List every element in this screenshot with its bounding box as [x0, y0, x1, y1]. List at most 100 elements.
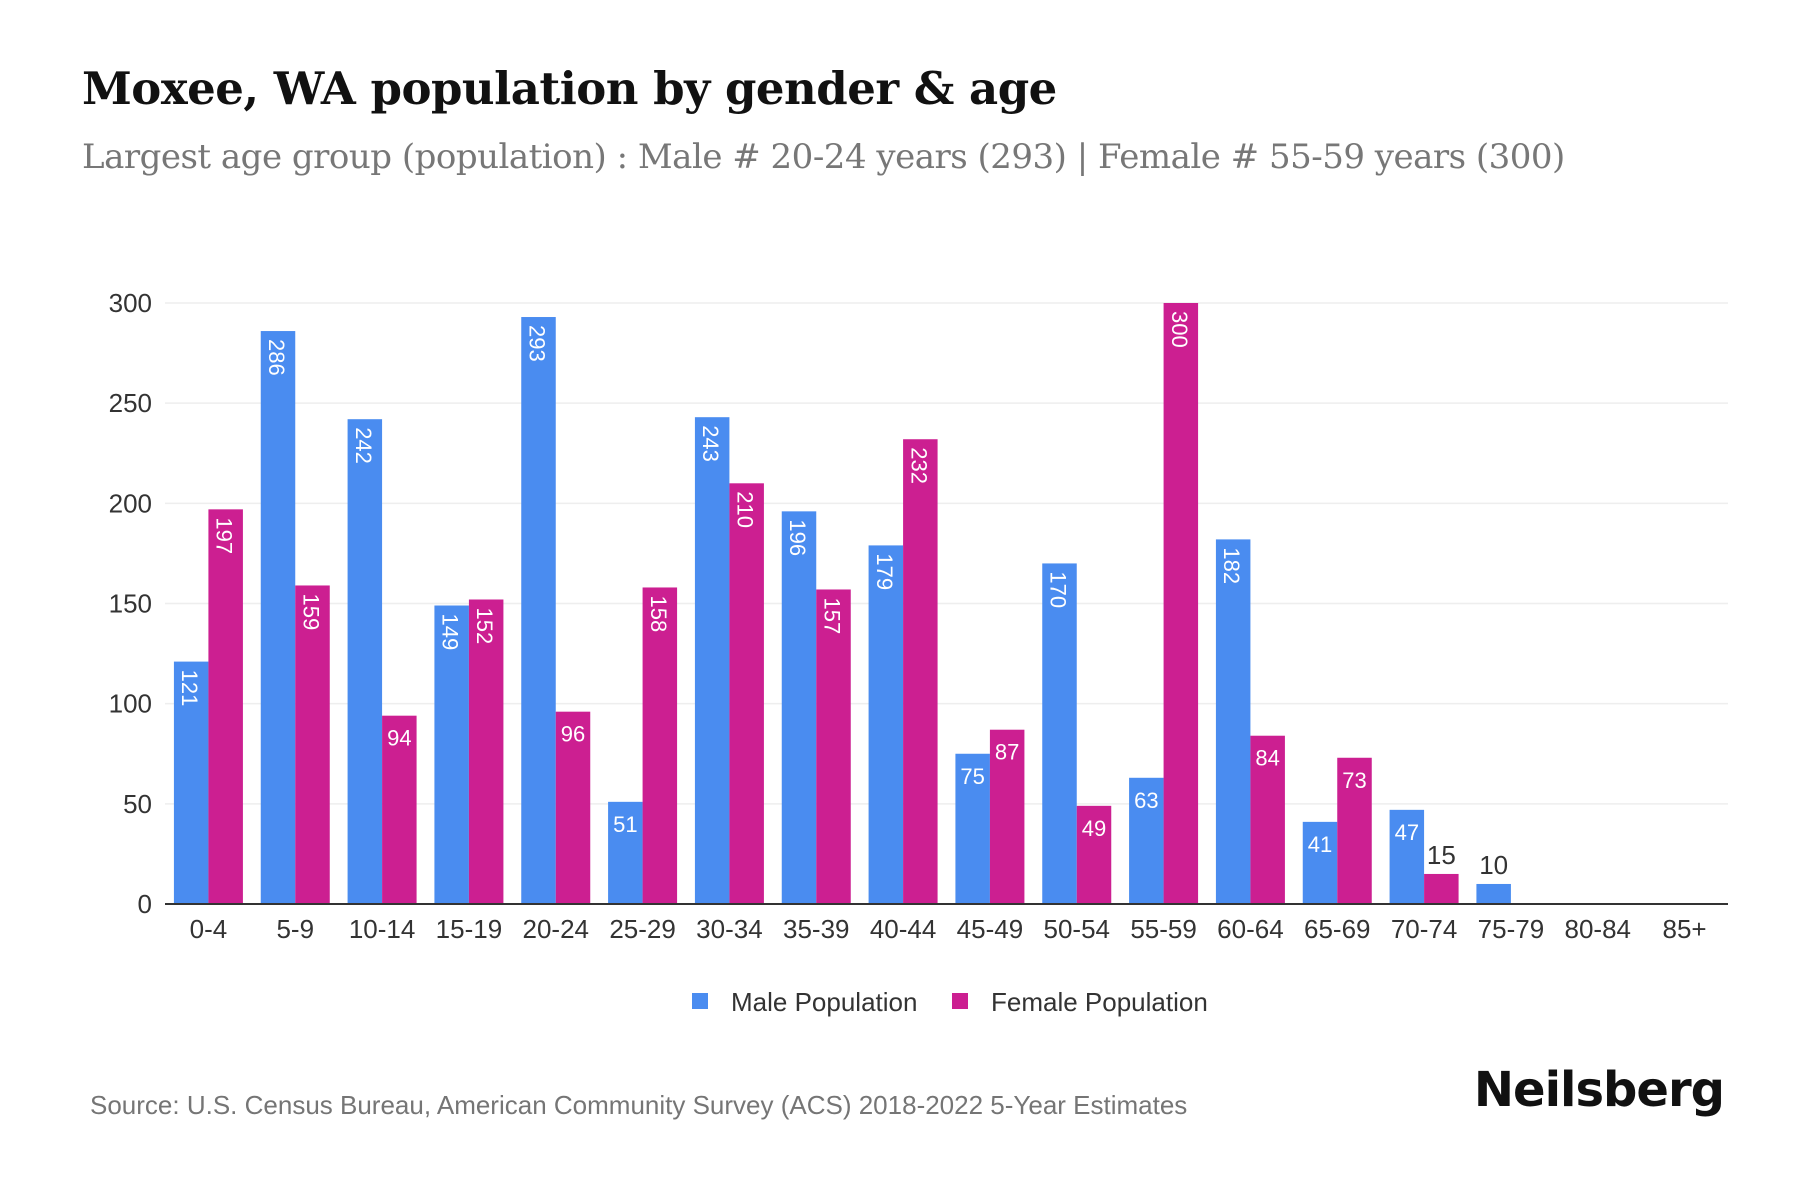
y-tick-label: 200	[109, 488, 152, 518]
data-label: 51	[613, 812, 637, 837]
x-tick-label: 55-59	[1130, 914, 1197, 944]
data-label: 182	[1219, 547, 1244, 584]
y-tick-label: 100	[109, 689, 152, 719]
bar-female	[816, 589, 851, 904]
x-tick-label: 15-19	[436, 914, 503, 944]
data-label: 94	[387, 726, 411, 751]
bar-female	[1163, 303, 1199, 904]
bar-male	[1389, 809, 1425, 904]
x-tick-label: 35-39	[783, 914, 850, 944]
x-tick-label: 25-29	[609, 914, 676, 944]
bar-female	[1076, 805, 1112, 904]
y-tick-label: 250	[109, 388, 152, 418]
bar-male	[1129, 777, 1164, 904]
data-label: 84	[1255, 746, 1279, 771]
bar-male	[1215, 539, 1251, 904]
x-tick-label: 50-54	[1044, 914, 1111, 944]
y-tick-label: 150	[109, 589, 152, 619]
bar-male	[1302, 821, 1338, 904]
bar-male	[694, 417, 730, 904]
data-label: 152	[472, 607, 497, 644]
bar-female	[468, 599, 504, 904]
data-label: 159	[299, 593, 324, 630]
data-label: 243	[698, 425, 723, 462]
bars	[173, 303, 1511, 905]
x-tick-label: 75-79	[1478, 914, 1545, 944]
bar-female	[989, 729, 1025, 904]
x-tick-label: 20-24	[523, 914, 590, 944]
bar-female	[295, 585, 330, 904]
data-label: 157	[820, 597, 845, 634]
data-label: 10	[1479, 850, 1508, 880]
data-label: 96	[561, 722, 585, 747]
bar-male	[608, 801, 643, 904]
y-tick-label: 50	[123, 789, 152, 819]
data-label: 158	[646, 595, 671, 632]
data-labels: 121 197 286 159 242 94 149 152 293 96 51 158 243 210 1…	[177, 311, 1508, 880]
bar-female	[1337, 757, 1372, 904]
bar-female	[555, 711, 591, 904]
data-label: 15	[1427, 840, 1456, 870]
x-tick-label: 5-9	[276, 914, 314, 944]
legend-label: Female Population	[991, 987, 1208, 1017]
data-label: 170	[1046, 571, 1071, 608]
data-label: 121	[177, 670, 202, 707]
x-tick-label: 70-74	[1391, 914, 1458, 944]
x-tick-label: 65-69	[1304, 914, 1371, 944]
x-tick-label: 10-14	[349, 914, 416, 944]
x-tick-label: 80-84	[1565, 914, 1632, 944]
data-label: 293	[525, 325, 550, 362]
grid-lines	[165, 302, 1728, 805]
data-label: 49	[1082, 816, 1106, 841]
data-label: 149	[438, 614, 463, 651]
data-label: 286	[264, 339, 289, 376]
bar-male	[173, 661, 209, 904]
data-label: 179	[872, 553, 897, 590]
data-label: 232	[906, 447, 931, 484]
bar-female	[903, 439, 938, 904]
x-tick-label: 45-49	[957, 914, 1024, 944]
data-label: 210	[733, 491, 758, 528]
chart-subtitle: Largest age group (population) : Male # …	[82, 137, 1565, 177]
bar-male	[955, 753, 990, 904]
bar-male	[1476, 883, 1511, 904]
bar-male	[781, 511, 817, 904]
y-axis-ticks: 0 50 100 150 200 250 300	[109, 288, 152, 919]
brand-logo: Neilsberg	[1473, 1062, 1725, 1118]
data-label: 197	[212, 517, 237, 554]
data-label: 196	[785, 519, 810, 556]
data-label: 300	[1167, 311, 1192, 348]
y-tick-label: 0	[138, 889, 152, 919]
data-label: 63	[1134, 788, 1158, 813]
data-label: 73	[1342, 768, 1366, 793]
x-tick-label: 60-64	[1217, 914, 1284, 944]
data-label: 87	[995, 740, 1019, 765]
legend-swatch	[692, 993, 708, 1009]
x-tick-label: 85+	[1663, 914, 1707, 944]
bar-female	[1250, 735, 1285, 904]
bar-male	[868, 545, 904, 904]
bar-male	[521, 317, 556, 905]
x-tick-label: 30-34	[696, 914, 763, 944]
bar-female	[1424, 873, 1459, 904]
bar-male	[347, 419, 383, 904]
legend-label: Male Population	[731, 987, 917, 1017]
data-label: 75	[960, 764, 984, 789]
legend-swatch	[952, 993, 968, 1009]
data-label: 47	[1395, 820, 1419, 845]
bar-female	[642, 587, 678, 904]
bar-female	[208, 509, 243, 904]
data-label: 41	[1308, 832, 1332, 857]
bar-female	[729, 483, 764, 904]
x-tick-label: 40-44	[870, 914, 937, 944]
x-axis-ticks: 0-4 5-9 10-14 15-19 20-24 25-29 30-34 35-39 40-4…	[190, 914, 1707, 944]
bar-female	[382, 715, 417, 904]
x-tick-label: 0-4	[190, 914, 228, 944]
source-note: Source: U.S. Census Bureau, American Com…	[90, 1090, 1188, 1120]
data-label: 242	[351, 427, 376, 464]
bar-male	[260, 331, 296, 905]
legend: Male Population Female Population	[692, 987, 1208, 1017]
bar-male	[1042, 563, 1077, 904]
chart-title: Moxee, WA population by gender & age	[82, 62, 1057, 115]
